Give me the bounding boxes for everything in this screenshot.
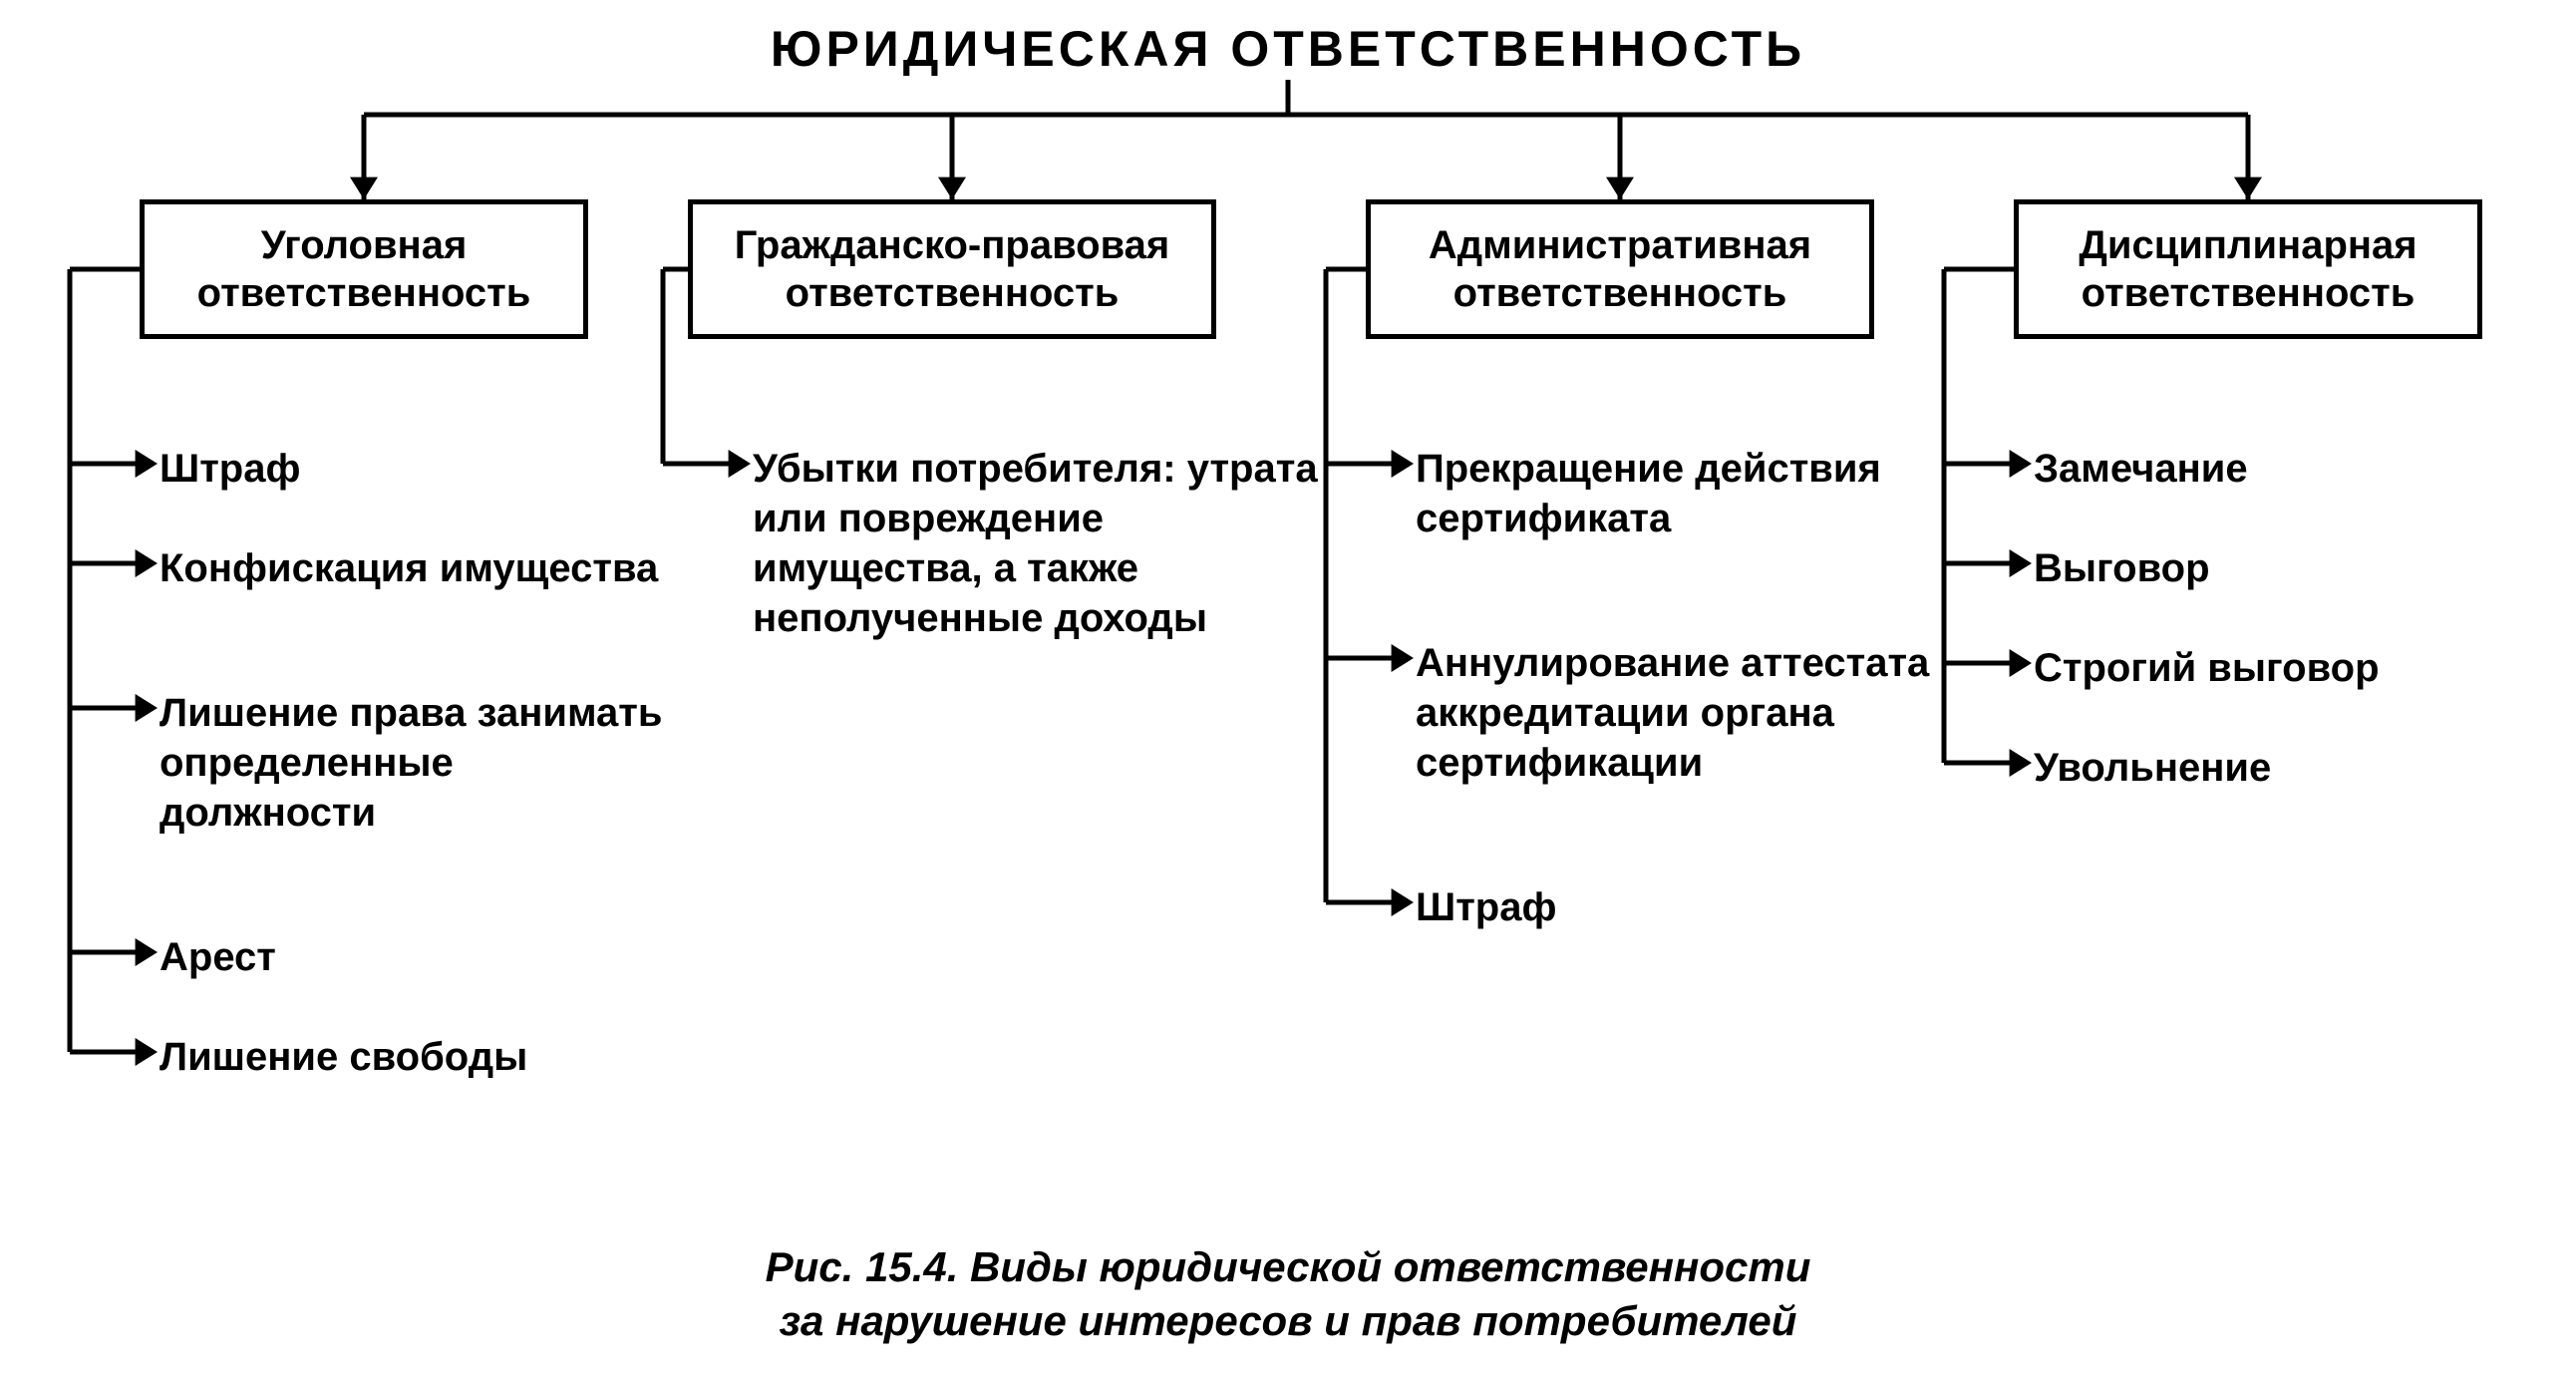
caption-line-2: за нарушение интересов и прав потребител… <box>780 1297 1797 1344</box>
branch-box-disciplinary: Дисциплинарная ответственность <box>2014 199 2482 339</box>
branch-label: Дисциплинарная ответственность <box>2039 221 2457 317</box>
list-item: Замечание <box>2034 444 2248 494</box>
list-item: Штраф <box>160 444 300 494</box>
list-item: Конфискация имущества <box>160 543 658 593</box>
diagram-caption: Рис. 15.4. Виды юридической ответственно… <box>0 1240 2576 1349</box>
list-item: Убытки потребителя: утрата или поврежден… <box>753 444 1341 643</box>
list-item: Штраф <box>1416 882 1556 932</box>
branch-label: Гражданско-правовая ответственность <box>713 221 1191 317</box>
list-item: Арест <box>160 932 276 982</box>
list-item: Выговор <box>2034 543 2210 593</box>
branch-label: Административная ответственность <box>1391 221 1849 317</box>
branch-box-administrative: Административная ответственность <box>1366 199 1874 339</box>
list-item: Аннулирование аттестата аккредитации орг… <box>1416 638 1984 788</box>
branch-box-civil: Гражданско-правовая ответственность <box>688 199 1216 339</box>
list-item: Прекращение действия сертификата <box>1416 444 1984 543</box>
list-item: Строгий выговор <box>2034 643 2380 693</box>
caption-line-1: Рис. 15.4. Виды юридической ответственно… <box>766 1243 1811 1290</box>
branch-box-criminal: Уголовная ответственность <box>140 199 588 339</box>
list-item: Лишение права занимать определенные долж… <box>160 688 668 838</box>
diagram-title: ЮРИДИЧЕСКАЯ ОТВЕТСТВЕННОСТЬ <box>0 20 2576 78</box>
list-item: Лишение свободы <box>160 1032 527 1082</box>
branch-label: Уголовная ответственность <box>164 221 563 317</box>
list-item: Увольнение <box>2034 743 2271 793</box>
